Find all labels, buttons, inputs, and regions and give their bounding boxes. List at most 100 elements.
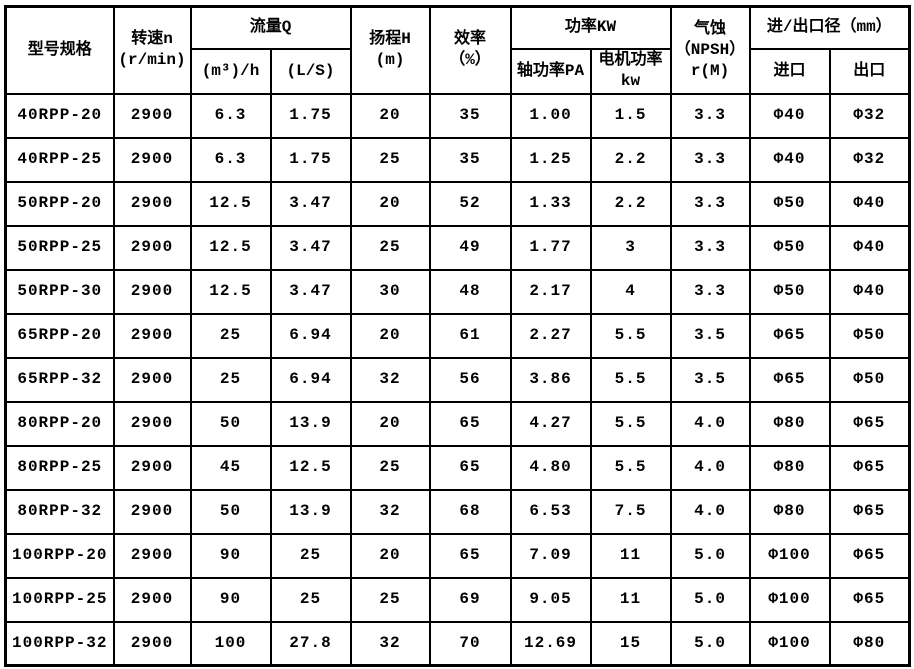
header-motor-power-line2: kw [620, 72, 641, 90]
table-cell: 50 [189, 488, 272, 535]
table-cell: 3.3 [669, 180, 751, 227]
table-cell: 2900 [112, 268, 192, 315]
header-flow-group: 流量Q [189, 5, 352, 50]
table-cell: 49 [428, 224, 512, 271]
header-speed-line1: 转速n [131, 30, 173, 49]
table-cell: 4.27 [509, 400, 592, 447]
table-row: 65RPP-32 2900 25 6.94 32 56 3.86 5.5 3.5 Φ65 Φ50 [4, 356, 911, 403]
table-cell: 4.0 [669, 400, 751, 447]
table-cell: Φ40 [828, 268, 911, 315]
table-cell: 40RPP-25 [4, 136, 115, 183]
table-cell: 61 [428, 312, 512, 359]
table-row: 40RPP-25 2900 6.3 1.75 25 35 1.25 2.2 3.3 Φ40 Φ32 [4, 136, 911, 183]
table-cell: 2900 [112, 532, 192, 579]
table-cell: Φ80 [748, 444, 831, 491]
table-body: 40RPP-20 2900 6.3 1.75 20 35 1.00 1.5 3.3 Φ40 Φ32 4… [4, 92, 911, 667]
table-cell: 12.69 [509, 620, 592, 667]
table-cell: 70 [428, 620, 512, 667]
table-cell: Φ80 [748, 488, 831, 535]
table-cell: 20 [349, 92, 431, 139]
table-cell: 3.47 [269, 224, 352, 271]
table-cell: 100RPP-32 [4, 620, 115, 667]
table-cell: 80RPP-32 [4, 488, 115, 535]
table-cell: 30 [349, 268, 431, 315]
table-cell: 20 [349, 532, 431, 579]
table-cell: 2.2 [589, 136, 672, 183]
table-cell: 1.33 [509, 180, 592, 227]
table-cell: 3.3 [669, 92, 751, 139]
table-cell: 25 [349, 444, 431, 491]
table-cell: Φ40 [828, 180, 911, 227]
table-cell: 2.27 [509, 312, 592, 359]
table-cell: 12.5 [189, 180, 272, 227]
table-cell: Φ50 [748, 268, 831, 315]
table-cell: 5.0 [669, 620, 751, 667]
header-npsh-line2: （NPSH） [674, 40, 746, 59]
table-cell: 65RPP-20 [4, 312, 115, 359]
table-row: 40RPP-20 2900 6.3 1.75 20 35 1.00 1.5 3.3 Φ40 Φ32 [4, 92, 911, 139]
table-cell: 40RPP-20 [4, 92, 115, 139]
table-cell: 65 [428, 532, 512, 579]
table-cell: 7.5 [589, 488, 672, 535]
table-cell: 6.3 [189, 92, 272, 139]
header-shaft-power: 轴功率PA [509, 47, 592, 95]
table-cell: 48 [428, 268, 512, 315]
table-cell: 6.3 [189, 136, 272, 183]
table-cell: 2900 [112, 136, 192, 183]
table-cell: Φ40 [748, 92, 831, 139]
table-cell: 25 [189, 356, 272, 403]
table-cell: 25 [189, 312, 272, 359]
table-cell: 2900 [112, 312, 192, 359]
header-head-line2: (m) [375, 51, 405, 70]
table-cell: 1.00 [509, 92, 592, 139]
table-cell: 100RPP-20 [4, 532, 115, 579]
table-cell: 50 [189, 400, 272, 447]
table-cell: 25 [269, 532, 352, 579]
table-cell: 2900 [112, 488, 192, 535]
table-cell: 25 [349, 224, 431, 271]
table-cell: Φ65 [828, 488, 911, 535]
header-io-group: 进/出口径（mm） [748, 5, 911, 50]
table-row: 100RPP-32 2900 100 27.8 32 70 12.69 15 5.0 Φ100 Φ8… [4, 620, 911, 667]
table-cell: 3.5 [669, 312, 751, 359]
table-cell: 12.5 [269, 444, 352, 491]
table-cell: 52 [428, 180, 512, 227]
table-cell: 3.3 [669, 268, 751, 315]
header-npsh-line1: 气蚀 [694, 20, 727, 39]
header-flow-m3h: (m³)/h [189, 47, 272, 95]
table-cell: Φ65 [828, 400, 911, 447]
table-cell: 80RPP-25 [4, 444, 115, 491]
table-cell: 1.75 [269, 92, 352, 139]
table-cell: Φ65 [828, 576, 911, 623]
table-cell: Φ32 [828, 136, 911, 183]
table-cell: 4.80 [509, 444, 592, 491]
table-cell: 4.0 [669, 488, 751, 535]
table-cell: Φ65 [828, 444, 911, 491]
table-cell: 9.05 [509, 576, 592, 623]
table-cell: 15 [589, 620, 672, 667]
header-outlet: 出口 [828, 47, 911, 95]
table-cell: 50RPP-20 [4, 180, 115, 227]
table-cell: 4 [589, 268, 672, 315]
table-cell: 2900 [112, 224, 192, 271]
table-row: 50RPP-25 2900 12.5 3.47 25 49 1.77 3 3.3 Φ50 Φ40 [4, 224, 911, 271]
table-cell: 2.17 [509, 268, 592, 315]
table-cell: 32 [349, 488, 431, 535]
table-cell: Φ50 [828, 312, 911, 359]
table-cell: 1.77 [509, 224, 592, 271]
table-cell: 65 [428, 444, 512, 491]
table-cell: 50RPP-25 [4, 224, 115, 271]
table-cell: 69 [428, 576, 512, 623]
table-cell: 65RPP-32 [4, 356, 115, 403]
table-cell: 2900 [112, 620, 192, 667]
table-cell: 11 [589, 576, 672, 623]
table-cell: 1.25 [509, 136, 592, 183]
table-row: 50RPP-20 2900 12.5 3.47 20 52 1.33 2.2 3.3 Φ50 Φ40 [4, 180, 911, 227]
table-cell: 56 [428, 356, 512, 403]
table-cell: 6.53 [509, 488, 592, 535]
table-cell: 6.94 [269, 356, 352, 403]
table-cell: 7.09 [509, 532, 592, 579]
table-cell: Φ65 [748, 312, 831, 359]
table-cell: 11 [589, 532, 672, 579]
table-cell: 20 [349, 180, 431, 227]
